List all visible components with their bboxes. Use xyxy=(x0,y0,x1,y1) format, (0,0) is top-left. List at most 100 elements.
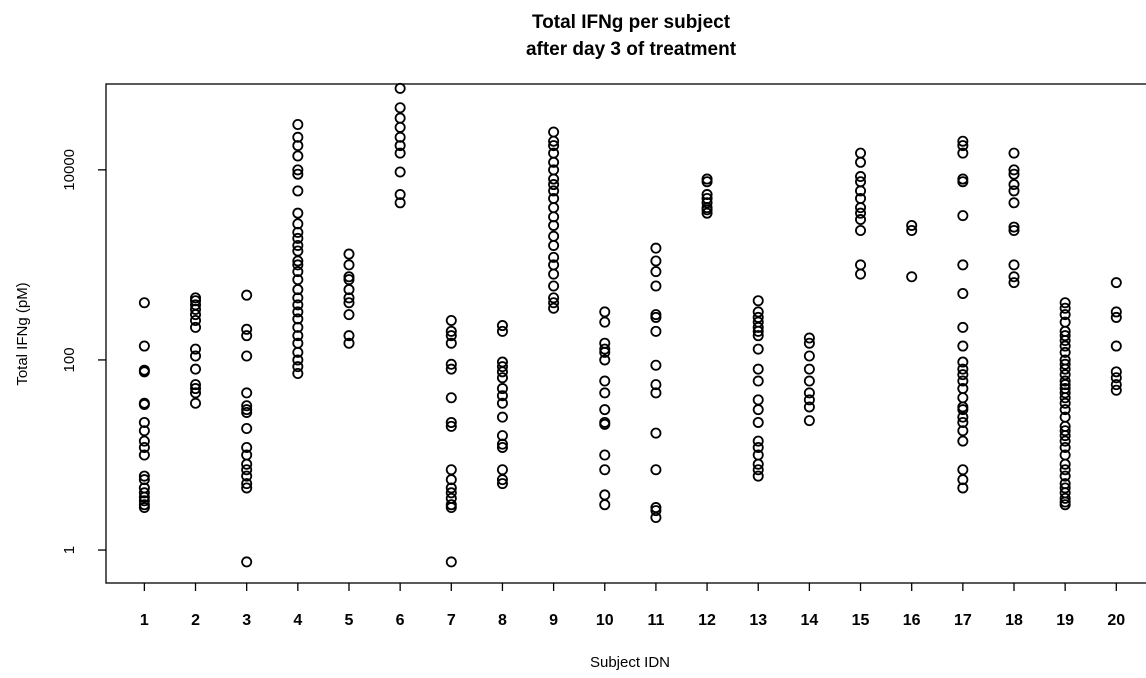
data-point-subject-4-26 xyxy=(292,354,304,366)
data-point-subject-10-8 xyxy=(599,404,611,416)
data-point-subject-18-5 xyxy=(1008,197,1020,209)
data-point-subject-7-4 xyxy=(445,358,457,370)
data-point-subject-12-4 xyxy=(701,197,713,209)
data-point-subject-13-4 xyxy=(752,321,764,333)
data-point-subject-7-16 xyxy=(445,556,457,568)
data-point-subject-12-7 xyxy=(701,207,713,219)
data-point-subject-9-19 xyxy=(548,292,560,304)
data-point-subject-1-18 xyxy=(138,502,150,514)
data-point-subject-17-13 xyxy=(957,375,969,387)
x-tick-label-14: 14 xyxy=(800,612,818,629)
data-point-subject-4-0 xyxy=(292,118,304,130)
data-point-subject-14-1 xyxy=(803,337,815,349)
data-point-subject-11-14 xyxy=(650,511,662,523)
data-point-subject-18-0 xyxy=(1008,147,1020,159)
data-point-subject-5-8 xyxy=(343,330,355,342)
data-point-subject-20-7 xyxy=(1110,384,1122,396)
data-point-subject-2-5 xyxy=(190,314,202,326)
data-point-subject-10-0 xyxy=(599,306,611,318)
data-point-subject-5-9 xyxy=(343,337,355,349)
data-point-subject-17-6 xyxy=(957,259,969,271)
data-point-subject-14-8 xyxy=(803,415,815,427)
data-point-subject-2-9 xyxy=(190,363,202,375)
data-point-subject-17-5 xyxy=(957,210,969,222)
x-tick-label-12: 12 xyxy=(698,612,716,629)
data-point-subject-8-15 xyxy=(496,478,508,490)
y-axis-label: Total IFNg (pM) xyxy=(14,282,31,385)
data-point-subject-11-9 xyxy=(650,387,662,399)
x-tick-label-7: 7 xyxy=(447,612,456,629)
data-point-subject-20-5 xyxy=(1110,372,1122,384)
data-point-subject-9-4 xyxy=(548,156,560,168)
data-point-subject-8-9 xyxy=(496,411,508,423)
data-point-subject-3-8 xyxy=(241,422,253,434)
data-point-subject-19-5 xyxy=(1059,330,1071,342)
data-point-subject-19-29 xyxy=(1059,470,1071,482)
data-point-subject-16-0 xyxy=(906,219,918,231)
data-point-subject-2-4 xyxy=(190,309,202,321)
data-point-subject-8-14 xyxy=(496,474,508,486)
data-point-subject-15-2 xyxy=(855,171,867,183)
data-point-subject-10-13 xyxy=(599,489,611,501)
data-point-subject-19-7 xyxy=(1059,340,1071,352)
data-point-subject-14-0 xyxy=(803,332,815,344)
data-point-subject-16-1 xyxy=(906,225,918,237)
data-point-subject-11-2 xyxy=(650,266,662,278)
data-point-subject-6-2 xyxy=(394,112,406,124)
data-point-subject-7-9 xyxy=(445,464,457,476)
chart-title-line-1: Total IFNg per subject xyxy=(532,12,731,33)
x-tick-label-10: 10 xyxy=(596,612,614,629)
x-tick-label-1: 1 xyxy=(140,612,149,629)
x-tick-label-17: 17 xyxy=(954,612,972,629)
data-point-subject-19-28 xyxy=(1059,464,1071,476)
data-point-subject-11-8 xyxy=(650,379,662,391)
data-point-subject-3-16 xyxy=(241,556,253,568)
data-point-subject-7-11 xyxy=(445,482,457,494)
data-point-subject-5-1 xyxy=(343,259,355,271)
data-point-subject-1-1 xyxy=(138,340,150,352)
data-point-subject-9-20 xyxy=(548,297,560,309)
data-point-subject-3-0 xyxy=(241,289,253,301)
data-point-subject-7-8 xyxy=(445,420,457,432)
data-point-subject-17-19 xyxy=(957,416,969,428)
data-point-subject-12-6 xyxy=(701,204,713,216)
data-point-subject-7-1 xyxy=(445,325,457,337)
data-point-subject-18-1 xyxy=(1008,164,1020,176)
data-point-subject-3-5 xyxy=(241,400,253,412)
data-point-subject-1-15 xyxy=(138,491,150,503)
data-point-subject-9-14 xyxy=(548,239,560,251)
data-point-subject-20-4 xyxy=(1110,366,1122,378)
data-point-subject-5-5 xyxy=(343,292,355,304)
data-point-subject-18-7 xyxy=(1008,225,1020,237)
data-point-subject-1-12 xyxy=(138,474,150,486)
data-point-subject-7-0 xyxy=(445,314,457,326)
data-point-subject-8-1 xyxy=(496,325,508,337)
data-point-subject-15-9 xyxy=(855,225,867,237)
x-tick-label-4: 4 xyxy=(293,612,302,629)
data-point-subject-19-2 xyxy=(1059,309,1071,321)
data-point-subject-13-5 xyxy=(752,325,764,337)
data-point-subject-19-18 xyxy=(1059,397,1071,409)
data-point-subject-5-0 xyxy=(343,248,355,260)
data-point-subject-9-13 xyxy=(548,230,560,242)
data-point-subject-9-21 xyxy=(548,302,560,314)
data-point-subject-15-10 xyxy=(855,259,867,271)
data-point-subject-17-18 xyxy=(957,411,969,423)
data-point-subject-6-5 xyxy=(394,140,406,152)
data-point-subject-11-6 xyxy=(650,325,662,337)
data-point-subject-11-0 xyxy=(650,242,662,254)
data-point-subject-9-6 xyxy=(548,173,560,185)
data-point-subject-1-9 xyxy=(138,441,150,453)
data-point-subject-17-7 xyxy=(957,288,969,300)
data-point-subject-2-10 xyxy=(190,379,202,391)
data-point-subject-13-12 xyxy=(752,416,764,428)
data-point-subject-8-5 xyxy=(496,372,508,384)
data-point-subject-19-13 xyxy=(1059,375,1071,387)
data-point-subject-9-18 xyxy=(548,280,560,292)
data-point-subject-19-17 xyxy=(1059,392,1071,404)
data-point-subject-19-33 xyxy=(1059,492,1071,504)
data-point-subject-9-0 xyxy=(548,126,560,138)
data-point-subject-17-8 xyxy=(957,321,969,333)
data-point-subject-1-5 xyxy=(138,398,150,410)
data-point-subject-19-25 xyxy=(1059,441,1071,453)
